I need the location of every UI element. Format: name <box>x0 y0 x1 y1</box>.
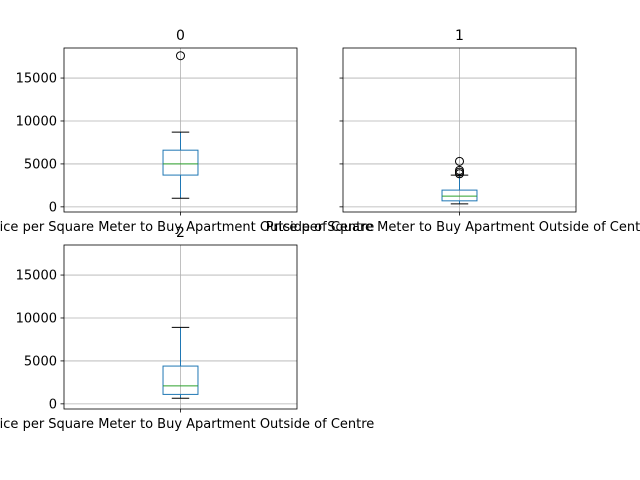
axes-frame <box>342 47 577 213</box>
outlier-point <box>455 156 464 166</box>
y-tick-label: 10000 <box>16 311 57 326</box>
x-tick-label: Price per Square Meter to Buy Apartment … <box>0 417 374 432</box>
y-tick-label: 0 <box>49 200 57 215</box>
x-tick-label: Price per Square Meter to Buy Apartment … <box>266 220 640 235</box>
x-tick-label: Price per Square Meter to Buy Apartment … <box>0 220 374 235</box>
outlier-point <box>176 51 185 61</box>
axes-frame <box>63 47 298 213</box>
iqr-box <box>162 149 199 176</box>
y-tick-label: 5000 <box>24 354 57 369</box>
axes-frame <box>63 244 298 410</box>
subplot-1: Price per Square Meter to Buy Apartment … <box>266 28 640 235</box>
y-tick-label: 10000 <box>16 114 57 129</box>
y-tick-label: 15000 <box>16 269 57 284</box>
outlier-point <box>455 165 464 175</box>
y-tick-label: 15000 <box>16 72 57 87</box>
iqr-box <box>441 189 478 202</box>
subplot-2: 0 5000 10000 15000 Price per Square Meter to… <box>0 225 374 432</box>
subplot-title: 1 <box>455 28 464 44</box>
subplot-title: 0 <box>176 28 185 44</box>
subplot-0: 0 5000 10000 15000 Price per Square Meter to… <box>0 28 374 235</box>
y-tick-label: 0 <box>49 397 57 412</box>
iqr-box <box>162 365 199 395</box>
subplot-title: 2 <box>176 225 185 241</box>
y-tick-label: 5000 <box>24 157 57 172</box>
